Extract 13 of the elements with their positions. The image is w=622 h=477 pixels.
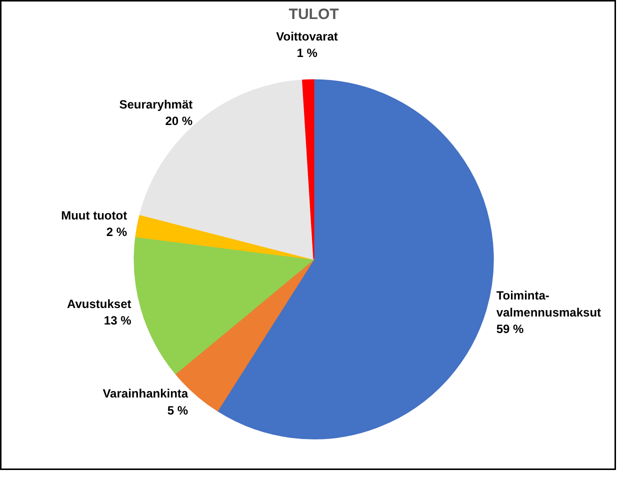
data-label: 1 % bbox=[296, 46, 318, 60]
slice-label: Avustukset bbox=[67, 296, 132, 311]
slice-label: Voittovarat bbox=[276, 29, 338, 44]
slice-label: Seuraryhmät bbox=[119, 97, 193, 112]
slice-label: Muut tuotot bbox=[61, 208, 128, 222]
data-label: 2 % bbox=[106, 225, 128, 240]
chart-title: TULOT bbox=[288, 6, 339, 24]
data-label: 5 % bbox=[167, 403, 188, 418]
slice-label: Toiminta-valmennusmaksut bbox=[496, 288, 602, 320]
data-label: 20 % bbox=[165, 114, 193, 128]
slice-label: Varainhankinta bbox=[102, 386, 188, 400]
data-label: 59 % bbox=[496, 322, 524, 336]
data-label: 13 % bbox=[104, 314, 132, 328]
